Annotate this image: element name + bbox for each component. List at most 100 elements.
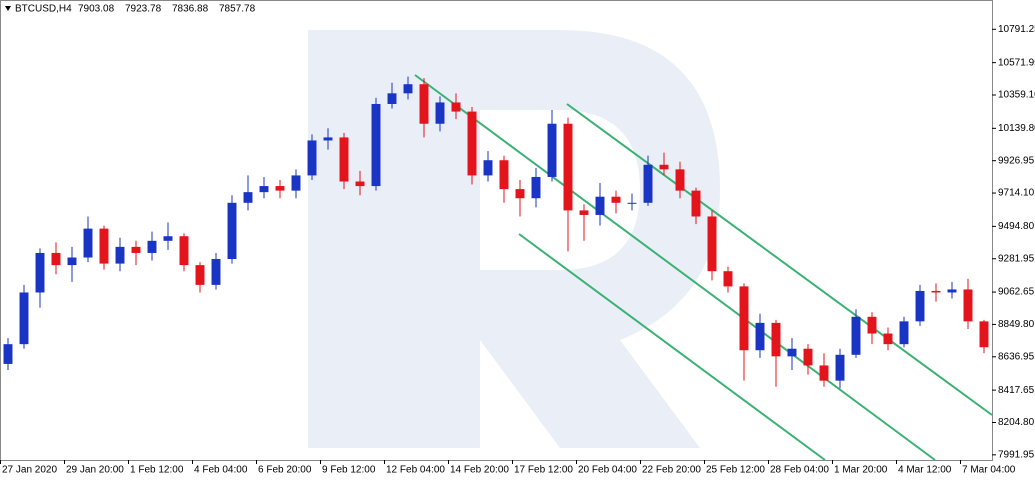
candle-body bbox=[675, 169, 685, 191]
candle-body bbox=[691, 190, 701, 217]
y-tick-label: 8849.80 bbox=[998, 319, 1035, 330]
candle-body bbox=[419, 84, 429, 124]
candle-body bbox=[467, 111, 477, 176]
x-tick-label: 29 Jan 20:00 bbox=[66, 465, 124, 476]
channel-line bbox=[414, 74, 936, 461]
symbol: BTCUSD,H4 bbox=[15, 4, 72, 15]
y-tick-label: 10791.25 bbox=[998, 24, 1035, 35]
candle-body bbox=[211, 259, 221, 285]
x-tick-label: 28 Feb 04:00 bbox=[770, 465, 829, 476]
y-tick-label: 10359.10 bbox=[998, 90, 1035, 101]
watermark bbox=[308, 30, 720, 448]
x-tick-label: 1 Feb 12:00 bbox=[130, 465, 184, 476]
candle-body bbox=[435, 102, 445, 124]
candle-body bbox=[227, 202, 237, 260]
candle-body bbox=[387, 93, 397, 104]
candle-body bbox=[451, 102, 461, 112]
x-tick-label: 17 Feb 12:00 bbox=[514, 465, 573, 476]
candle-body bbox=[307, 140, 317, 176]
candle-body bbox=[595, 196, 605, 215]
candle-body bbox=[915, 290, 925, 322]
candle-body bbox=[755, 322, 765, 351]
y-tick-label: 10139.80 bbox=[998, 123, 1035, 134]
x-tick-label: 4 Mar 12:00 bbox=[898, 465, 952, 476]
candle-body bbox=[3, 344, 13, 364]
header-value: 7903.08 bbox=[78, 4, 115, 15]
candle-body bbox=[611, 196, 621, 203]
candle-body bbox=[707, 216, 717, 272]
y-tick-label: 7991.95 bbox=[998, 449, 1035, 460]
channel-lines bbox=[414, 74, 993, 461]
candle-body bbox=[35, 252, 45, 293]
y-tick-label: 9926.95 bbox=[998, 155, 1035, 166]
candle-body bbox=[883, 333, 893, 345]
candle-body bbox=[243, 192, 253, 203]
candle-body bbox=[963, 289, 973, 322]
candle-body bbox=[131, 246, 141, 253]
y-tick-label: 8204.80 bbox=[998, 417, 1035, 428]
candle-body bbox=[83, 228, 93, 258]
candle-body bbox=[979, 321, 989, 348]
header-value: 7857.78 bbox=[219, 4, 256, 15]
candle-body bbox=[723, 271, 733, 287]
x-tick-label: 7 Mar 04:00 bbox=[962, 465, 1016, 476]
candle-body bbox=[51, 252, 61, 266]
candle-body bbox=[339, 137, 349, 182]
candle-body bbox=[115, 246, 125, 264]
candle-body bbox=[371, 103, 381, 187]
candle-body bbox=[835, 354, 845, 381]
candle-body bbox=[739, 286, 749, 351]
candle-body bbox=[531, 176, 541, 199]
candle-body bbox=[403, 84, 413, 94]
header-value: 7923.78 bbox=[125, 4, 162, 15]
header-value: 7836.88 bbox=[172, 4, 209, 15]
candle-body bbox=[259, 186, 269, 193]
candle-body bbox=[355, 181, 365, 187]
candle-body bbox=[483, 160, 493, 176]
channel-line bbox=[518, 233, 826, 461]
candle-body bbox=[771, 322, 781, 357]
candle-body bbox=[275, 186, 285, 191]
x-tick-label: 27 Jan 2020 bbox=[2, 465, 57, 476]
candle-body bbox=[819, 365, 829, 381]
x-tick-label: 6 Feb 20:00 bbox=[258, 465, 312, 476]
y-tick-label: 9062.65 bbox=[998, 287, 1035, 298]
candle-body bbox=[547, 123, 557, 177]
x-tick-label: 25 Feb 12:00 bbox=[706, 465, 765, 476]
x-tick-label: 22 Feb 20:00 bbox=[642, 465, 701, 476]
candle-body bbox=[323, 137, 333, 141]
y-tick-label: 9281.95 bbox=[998, 253, 1035, 264]
candle-body bbox=[99, 228, 109, 264]
channel-line bbox=[566, 103, 993, 416]
candle-body bbox=[787, 348, 797, 357]
candle-body bbox=[19, 292, 29, 345]
candle-body bbox=[899, 321, 909, 345]
symbol-icon bbox=[5, 6, 11, 11]
candle-body bbox=[195, 265, 205, 285]
x-tick-label: 14 Feb 20:00 bbox=[450, 465, 509, 476]
candle-body bbox=[659, 164, 669, 170]
candle-body bbox=[947, 289, 957, 293]
candle-body bbox=[643, 164, 653, 203]
candle-body bbox=[163, 236, 173, 241]
y-tick-label: 10571.95 bbox=[998, 57, 1035, 68]
x-tick-label: 20 Feb 04:00 bbox=[578, 465, 637, 476]
x-tick-label: 12 Feb 04:00 bbox=[386, 465, 445, 476]
candle-body bbox=[563, 123, 573, 211]
candle-body bbox=[291, 175, 301, 191]
y-tick-label: 9714.10 bbox=[998, 188, 1035, 199]
x-tick-label: 9 Feb 12:00 bbox=[322, 465, 376, 476]
candle-body bbox=[499, 160, 509, 190]
y-tick-label: 8636.95 bbox=[998, 351, 1035, 362]
candle-body bbox=[627, 202, 637, 204]
candle-body bbox=[931, 290, 941, 293]
candle-body bbox=[867, 316, 877, 334]
x-tick-label: 4 Feb 04:00 bbox=[194, 465, 248, 476]
candle-body bbox=[851, 316, 861, 355]
y-tick-label: 9494.80 bbox=[998, 221, 1035, 232]
candle-body bbox=[179, 236, 189, 266]
y-tick-label: 8417.65 bbox=[998, 385, 1035, 396]
candle-body bbox=[515, 189, 525, 199]
candle-body bbox=[67, 257, 77, 266]
x-tick-label: 1 Mar 20:00 bbox=[834, 465, 888, 476]
